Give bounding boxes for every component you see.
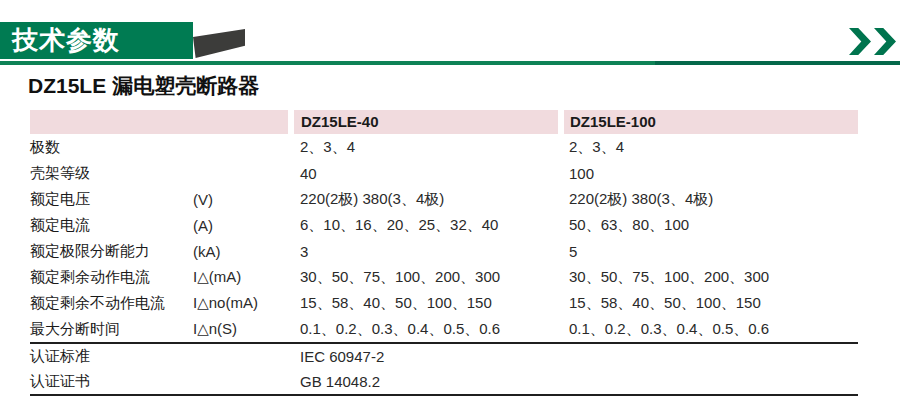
table-row: 额定剩余动作电流 I△(mA) 30、50、75、100、200、300 30、… bbox=[30, 264, 858, 290]
banner-corner-triangle bbox=[193, 29, 245, 58]
row-label: 额定剩余动作电流 bbox=[30, 268, 193, 287]
header-cell-lead bbox=[30, 110, 288, 134]
row-label: 最大分断时间 bbox=[30, 320, 193, 339]
row-value-dz15le-40: 40 bbox=[294, 165, 564, 182]
row-value-dz15le-40: 6、10、16、20、25、32、40 bbox=[294, 216, 564, 235]
table-row: 额定电压 (V) 220(2极) 380(3、4极) 220(2极) 380(3… bbox=[30, 186, 858, 212]
row-label: 额定极限分断能力 bbox=[30, 242, 193, 261]
banner-divider-line bbox=[0, 61, 900, 65]
header-cell-dz15le-40: DZ15LE-40 bbox=[294, 110, 558, 134]
header-cell-dz15le-100: DZ15LE-100 bbox=[564, 110, 858, 134]
row-value-dz15le-40: 0.1、0.2、0.3、0.4、0.5、0.6 bbox=[294, 320, 564, 339]
row-value-dz15le-100: 220(2极) 380(3、4极) bbox=[564, 190, 858, 209]
table-row: 壳架等级 40 100 bbox=[30, 160, 858, 186]
table-row: 极数 2、3、4 2、3、4 bbox=[30, 134, 858, 160]
product-title: DZ15LE 漏电塑壳断路器 bbox=[28, 72, 259, 100]
row-value-dz15le-100: 0.1、0.2、0.3、0.4、0.5、0.6 bbox=[564, 320, 858, 339]
row-unit: I△no(mA) bbox=[193, 294, 294, 312]
chevron-right-icon bbox=[849, 28, 871, 55]
table-row: 额定电流 (A) 6、10、16、20、25、32、40 50、63、80、10… bbox=[30, 212, 858, 238]
row-value-dz15le-100: 15、58、40、50、100、150 bbox=[564, 294, 858, 313]
row-label: 壳架等级 bbox=[30, 164, 193, 183]
row-label: 额定电流 bbox=[30, 216, 193, 235]
row-label: 额定剩余不动作电流 bbox=[30, 294, 193, 313]
table-body: 极数 2、3、4 2、3、4 壳架等级 40 100 额定电压 (V) 220(… bbox=[30, 134, 858, 342]
row-value: GB 14048.2 bbox=[294, 373, 564, 390]
chevron-right-icon bbox=[874, 28, 896, 55]
section-title-banner: 技术参数 bbox=[0, 22, 193, 59]
spec-table-header: DZ15LE-40 DZ15LE-100 bbox=[30, 110, 858, 134]
catalog-page: 技术参数 DZ15LE 漏电塑壳断路器 DZ15LE-40 DZ15LE-100 … bbox=[0, 0, 900, 417]
row-unit: (A) bbox=[193, 217, 294, 234]
row-label: 额定电压 bbox=[30, 190, 193, 209]
table-footer: 认证标准 IEC 60947-2 认证证书 GB 14048.2 bbox=[30, 342, 858, 396]
section-title: 技术参数 bbox=[12, 25, 120, 55]
row-value-dz15le-40: 2、3、4 bbox=[294, 138, 564, 157]
row-unit: I△(mA) bbox=[193, 268, 294, 286]
footer-row: 认证标准 IEC 60947-2 bbox=[30, 344, 858, 369]
spec-table: DZ15LE-40 DZ15LE-100 极数 2、3、4 2、3、4 壳架等级… bbox=[30, 110, 858, 396]
row-value-dz15le-100: 30、50、75、100、200、300 bbox=[564, 268, 858, 287]
table-row: 额定剩余不动作电流 I△no(mA) 15、58、40、50、100、150 1… bbox=[30, 290, 858, 316]
row-value-dz15le-40: 15、58、40、50、100、150 bbox=[294, 294, 564, 313]
row-value-dz15le-100: 5 bbox=[564, 243, 858, 260]
row-label: 极数 bbox=[30, 138, 193, 157]
double-right-chevron-icon bbox=[849, 28, 896, 55]
row-label: 认证标准 bbox=[30, 347, 193, 366]
product-model: DZ15LE bbox=[28, 74, 106, 97]
row-value-dz15le-100: 2、3、4 bbox=[564, 138, 858, 157]
product-name: 漏电塑壳断路器 bbox=[112, 74, 259, 98]
row-value-dz15le-40: 3 bbox=[294, 243, 564, 260]
row-value-dz15le-40: 30、50、75、100、200、300 bbox=[294, 268, 564, 287]
row-value-dz15le-100: 50、63、80、100 bbox=[564, 216, 858, 235]
row-label: 认证证书 bbox=[30, 372, 193, 391]
row-unit: (V) bbox=[193, 191, 294, 208]
table-row: 最大分断时间 I△n(S) 0.1、0.2、0.3、0.4、0.5、0.6 0.… bbox=[30, 316, 858, 342]
row-value: IEC 60947-2 bbox=[294, 348, 564, 365]
table-row: 额定极限分断能力 (kA) 3 5 bbox=[30, 238, 858, 264]
row-value-dz15le-100: 100 bbox=[564, 165, 858, 182]
row-unit: (kA) bbox=[193, 243, 294, 260]
row-value-dz15le-40: 220(2极) 380(3、4极) bbox=[294, 190, 564, 209]
row-unit: I△n(S) bbox=[193, 320, 294, 338]
footer-row: 认证证书 GB 14048.2 bbox=[30, 369, 858, 394]
